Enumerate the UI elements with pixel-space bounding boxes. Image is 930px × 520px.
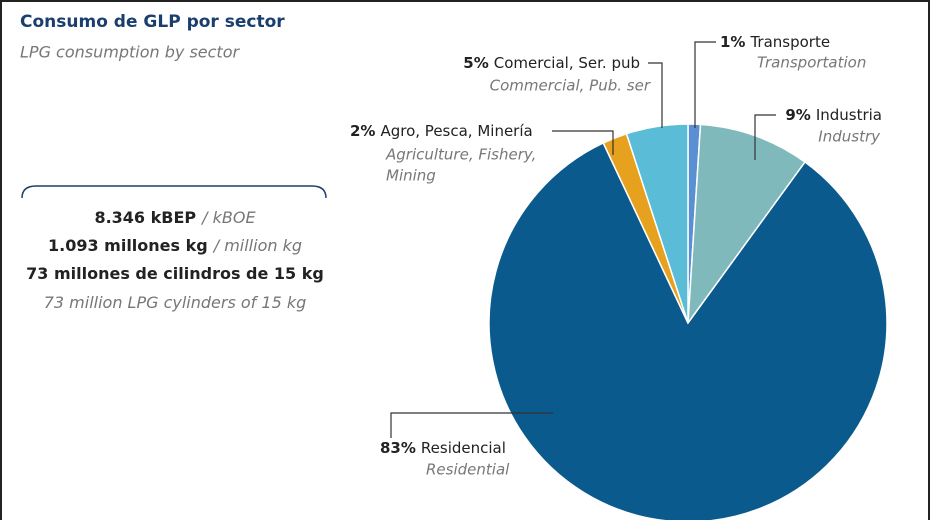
summary-line: 8.346 kBEP / kBOE [94, 208, 256, 227]
leader-line [648, 62, 663, 128]
slice-percent: 5% [463, 54, 488, 72]
summary-part: 73 millones de cilindros de 15 kg [26, 264, 324, 283]
slice-name-en: Commercial, Pub. ser [490, 77, 651, 95]
chart-subtitle: LPG consumption by sector [20, 43, 240, 62]
pie-slice [625, 123, 689, 324]
slice-name-en: Mining [386, 167, 436, 185]
summary-part: / million kg [212, 236, 302, 255]
summary-line: 1.093 millones kg / million kg [48, 236, 302, 255]
slice-name: Residencial [421, 439, 506, 457]
summary-line: 73 millones de cilindros de 15 kg [26, 264, 324, 283]
summary-line: 73 million LPG cylinders of 15 kg [44, 293, 307, 312]
slice-name-en: Industry [818, 128, 881, 146]
summary-part: 8.346 kBEP [94, 208, 196, 227]
summary-part: 1.093 millones kg [48, 236, 208, 255]
chart-title: Consumo de GLP por sector [20, 12, 285, 32]
slice-percent: 83% [380, 439, 416, 457]
pie-slice [488, 141, 888, 520]
slice-percent: 9% [785, 106, 810, 124]
slice-label: 9% Industria [785, 106, 882, 124]
slice-label: 2% Agro, Pesca, Minería [350, 122, 533, 140]
leader-line [552, 130, 614, 155]
slice-label: 5% Comercial, Ser. pub [463, 54, 640, 72]
slice-percent: 1% [720, 33, 745, 51]
summary-part: / kBOE [200, 208, 256, 227]
summary-part: 73 million LPG cylinders of 15 kg [44, 293, 307, 312]
slice-name: Comercial, Ser. pub [494, 54, 640, 72]
slice-name: Agro, Pesca, Minería [380, 122, 532, 140]
slice-label: 83% Residencial [380, 439, 506, 457]
slice-name: Transporte [749, 33, 830, 51]
slice-name-en: Transportation [757, 54, 866, 72]
leader-line [754, 114, 776, 160]
bracket [21, 185, 327, 199]
slice-name-en: Agriculture, Fishery, [385, 146, 536, 164]
slice-label: 1% Transporte [720, 33, 830, 51]
slice-name: Industria [816, 106, 882, 124]
leader-line [390, 412, 553, 438]
slice-percent: 2% [350, 122, 375, 140]
slice-name-en: Residential [426, 461, 510, 479]
leader-line [694, 41, 716, 128]
